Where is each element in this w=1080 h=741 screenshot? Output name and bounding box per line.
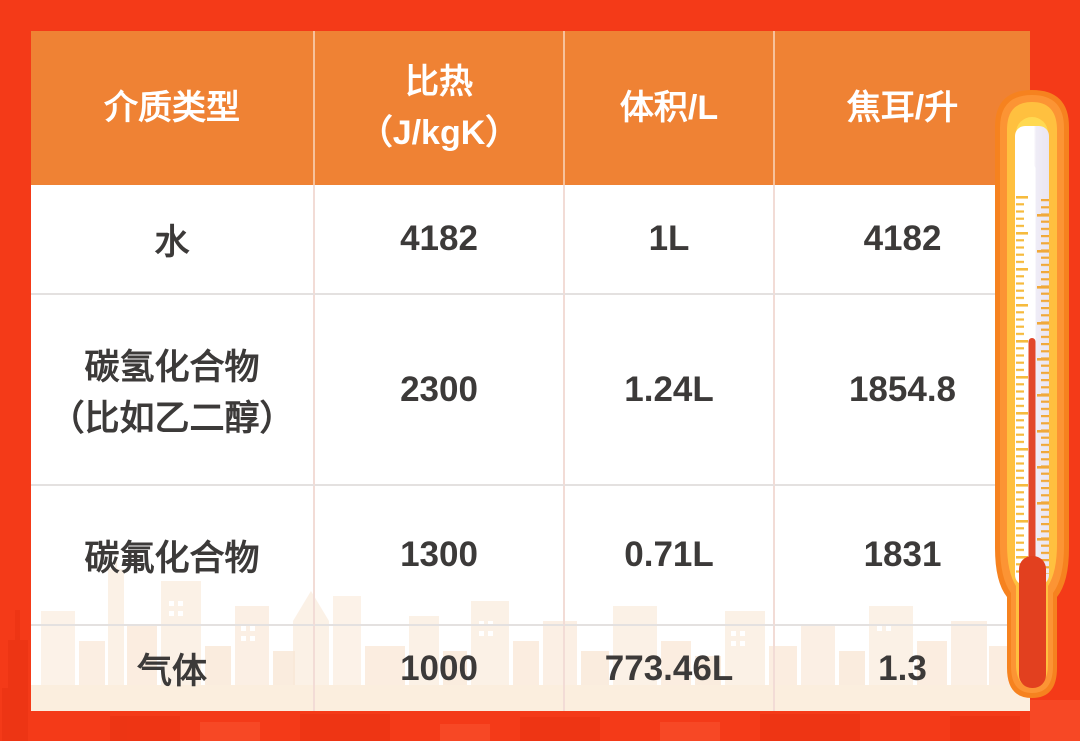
media-heat-table: 介质类型 比热 （J/kgK） 体积/L 焦耳/升 水 4182 1L 4182… — [31, 31, 1030, 711]
column-header-specific-heat: 比热 （J/kgK） — [315, 31, 565, 185]
thermometer-icon — [995, 90, 1069, 698]
column-header-medium-type: 介质类型 — [31, 31, 315, 185]
cell-water-volume: 1L — [565, 185, 775, 295]
cell-hydrocarbon-volume: 1.24L — [565, 295, 775, 486]
cell-fluorocarbon-volume: 0.71L — [565, 486, 775, 626]
city-skyline-graphic — [31, 557, 1030, 711]
cell-fluorocarbon-specific-heat: 1300 — [315, 486, 565, 626]
cell-water-specific-heat: 4182 — [315, 185, 565, 295]
cell-hydrocarbon-joules: 1854.8 — [775, 295, 1030, 486]
cell-water-medium: 水 — [31, 185, 315, 295]
cell-gas-specific-heat: 1000 — [315, 626, 565, 711]
cell-gas-volume: 773.46L — [565, 626, 775, 711]
cell-hydrocarbon-specific-heat: 2300 — [315, 295, 565, 486]
table-card: 介质类型 比热 （J/kgK） 体积/L 焦耳/升 水 4182 1L 4182… — [31, 31, 1030, 711]
cell-gas-medium: 气体 — [31, 626, 315, 711]
cell-fluorocarbon-joules: 1831 — [775, 486, 1030, 626]
column-header-joules-per-liter: 焦耳/升 — [775, 31, 1030, 185]
column-header-volume: 体积/L — [565, 31, 775, 185]
cell-fluorocarbon-medium: 碳氟化合物 — [31, 486, 315, 626]
cell-gas-joules: 1.3 — [878, 648, 927, 688]
cell-water-joules: 4182 — [775, 185, 1030, 295]
cell-hydrocarbon-medium: 碳氢化合物 （比如乙二醇） — [31, 295, 315, 486]
